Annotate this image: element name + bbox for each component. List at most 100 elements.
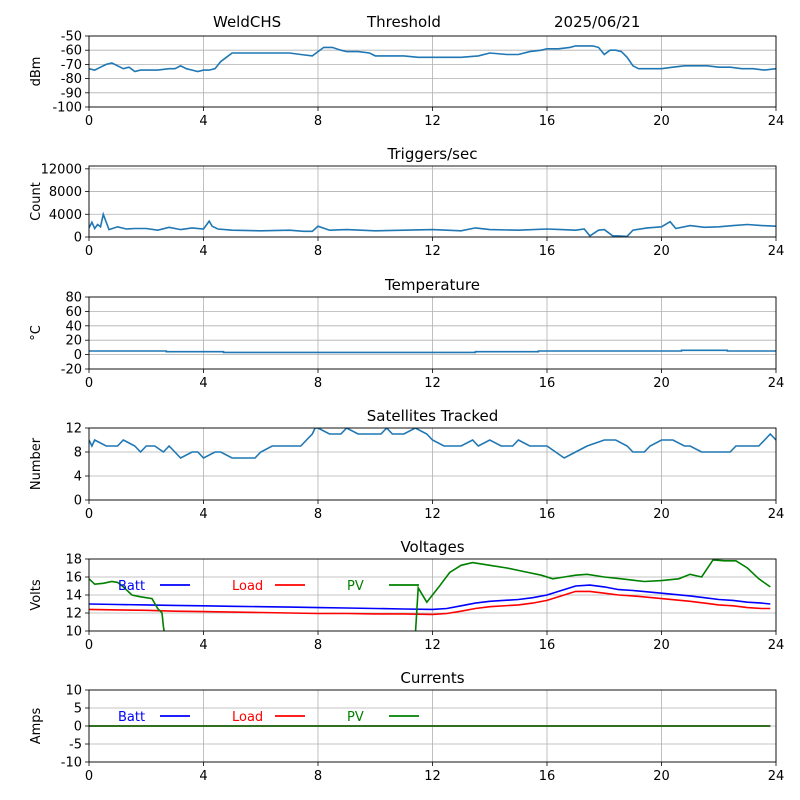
- y-tick-label: -90: [61, 86, 82, 101]
- y-tick-label: 16: [65, 571, 82, 586]
- y-axis-label: Amps: [29, 707, 44, 744]
- y-tick-label: -50: [61, 30, 82, 45]
- y-axis-label: dBm: [29, 57, 44, 87]
- x-tick-label: 16: [539, 638, 556, 653]
- x-tick-label: 8: [314, 638, 322, 653]
- x-tick-label: 16: [539, 507, 556, 522]
- legend-label-pv: PV: [347, 579, 364, 594]
- x-tick-label: 20: [653, 769, 670, 784]
- plot-frame: [88, 35, 777, 108]
- x-tick-label: 4: [199, 507, 207, 522]
- y-tick-label: 0: [74, 231, 82, 246]
- y-tick-label: -60: [61, 44, 82, 59]
- x-tick-label: 12: [424, 376, 441, 391]
- x-tick-label: 16: [539, 244, 556, 259]
- y-tick-label: -20: [61, 363, 82, 378]
- x-tick-label: 4: [199, 769, 207, 784]
- y-tick-label: 12000: [41, 162, 82, 177]
- y-tick-label: 40: [65, 319, 82, 334]
- x-tick-label: 24: [768, 376, 785, 391]
- y-tick-label: 12: [65, 607, 82, 622]
- legend-label-batt: Batt: [118, 579, 145, 594]
- y-tick-label: 12: [65, 422, 82, 437]
- panel-title: Voltages: [400, 538, 464, 556]
- x-tick-label: 16: [539, 376, 556, 391]
- x-tick-label: 24: [768, 638, 785, 653]
- x-tick-label: 8: [314, 114, 322, 129]
- plot-frame: [88, 427, 777, 501]
- y-tick-label: 5: [74, 702, 82, 717]
- y-tick-label: 4000: [49, 208, 82, 223]
- y-tick-label: 10: [65, 684, 82, 699]
- panel-title: Currents: [400, 669, 464, 687]
- x-tick-label: 8: [314, 244, 322, 259]
- x-tick-label: 24: [768, 114, 785, 129]
- chart-panel-5: 0 4 8 12 16 20 24 -10 -5 0 5 10 Currents Amps Batt Load…: [29, 669, 784, 784]
- chart-panel-4: 0 4 8 12 16 20 24 10 12 14 16 18 Voltages Volts Batt Lo…: [29, 538, 784, 653]
- x-tick-label: 24: [768, 769, 785, 784]
- x-tick-label: 0: [85, 638, 93, 653]
- y-tick-label: 18: [65, 553, 82, 568]
- series-line-0: [89, 349, 776, 354]
- x-tick-label: 24: [768, 507, 785, 522]
- chart-panel-1: 0 4 8 12 16 20 24 0 4000 8000 12000 Triggers/sec Cou…: [29, 145, 784, 259]
- legend-label-load: Load: [232, 579, 263, 594]
- x-tick-label: 0: [85, 507, 93, 522]
- x-tick-label: 24: [768, 244, 785, 259]
- series-line-batt: [89, 584, 771, 611]
- x-tick-label: 0: [85, 114, 93, 129]
- y-tick-label: 8000: [49, 185, 82, 200]
- plot-frame: [88, 296, 777, 370]
- x-tick-label: 4: [199, 244, 207, 259]
- x-tick-label: 0: [85, 244, 93, 259]
- x-tick-label: 8: [314, 769, 322, 784]
- y-tick-label: -100: [52, 101, 82, 116]
- series-line-0: [89, 428, 776, 459]
- y-tick-label: 0: [74, 494, 82, 509]
- panel-title: Temperature: [384, 276, 480, 294]
- x-tick-label: 0: [85, 769, 93, 784]
- x-tick-label: 12: [424, 507, 441, 522]
- series-line-load: [89, 590, 771, 616]
- x-tick-label: 20: [653, 638, 670, 653]
- y-tick-label: 20: [65, 334, 82, 349]
- panel-title: Satellites Tracked: [367, 407, 498, 425]
- series-line-0: [89, 45, 776, 73]
- x-tick-label: 4: [199, 376, 207, 391]
- y-tick-label: -5: [69, 738, 82, 753]
- x-tick-label: 20: [653, 376, 670, 391]
- header-mode: Threshold: [366, 13, 441, 31]
- x-tick-label: 16: [539, 114, 556, 129]
- chart-panel-3: 0 4 8 12 16 20 24 0 4 8 12 Satellites Tracked Number: [29, 407, 784, 522]
- x-tick-label: 4: [199, 114, 207, 129]
- x-tick-label: 12: [424, 114, 441, 129]
- plot-frame: [88, 689, 777, 763]
- x-tick-label: 20: [653, 114, 670, 129]
- y-tick-label: 8: [74, 446, 82, 461]
- y-tick-label: 4: [74, 470, 82, 485]
- x-tick-label: 20: [653, 244, 670, 259]
- series-line-0: [89, 211, 776, 237]
- chart-panel-0: 0 4 8 12 16 20 24 -100-90-80-70-60-50 dBm: [29, 30, 784, 130]
- y-tick-label: 10: [65, 625, 82, 640]
- x-tick-label: 0: [85, 376, 93, 391]
- x-tick-label: 8: [314, 376, 322, 391]
- y-tick-label: 80: [65, 291, 82, 306]
- y-axis-label: Volts: [29, 579, 44, 611]
- y-axis-label: Count: [29, 182, 44, 221]
- plot-frame: [88, 165, 777, 238]
- y-axis-label: Number: [29, 437, 44, 490]
- x-tick-label: 16: [539, 769, 556, 784]
- header-date: 2025/06/21: [554, 13, 640, 31]
- x-tick-label: 8: [314, 507, 322, 522]
- legend-label-batt: Batt: [118, 710, 145, 725]
- y-tick-label: 14: [65, 589, 82, 604]
- x-tick-label: 12: [424, 638, 441, 653]
- y-tick-label: -70: [61, 58, 82, 73]
- panel-title: Triggers/sec: [387, 145, 478, 163]
- x-tick-label: 12: [424, 769, 441, 784]
- legend-label-load: Load: [232, 710, 263, 725]
